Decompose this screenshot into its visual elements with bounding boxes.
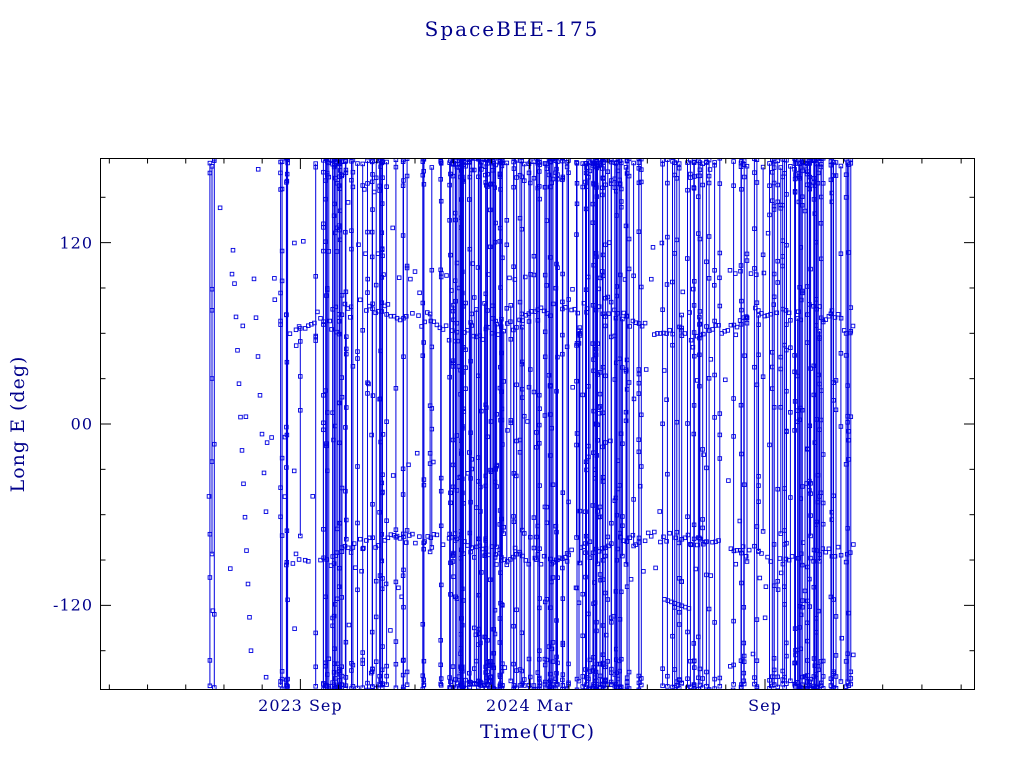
x-tick-label-2024-mar: 2024 Mar (485, 696, 574, 715)
x-axis-label: Time(UTC) (479, 721, 596, 743)
chart-title: SpaceBEE-175 (424, 17, 600, 41)
plot-area (100, 158, 975, 690)
y-axis-label: Long E (deg) (7, 355, 29, 493)
y-tick-label-00: 00 (70, 414, 93, 434)
x-tick-label-2023-sep: 2023 Sep (258, 696, 343, 715)
y-tick-label-neg120: -120 (53, 595, 93, 615)
y-tick-label-120: 120 (59, 233, 93, 253)
x-tick-label-sep: Sep (748, 696, 782, 715)
